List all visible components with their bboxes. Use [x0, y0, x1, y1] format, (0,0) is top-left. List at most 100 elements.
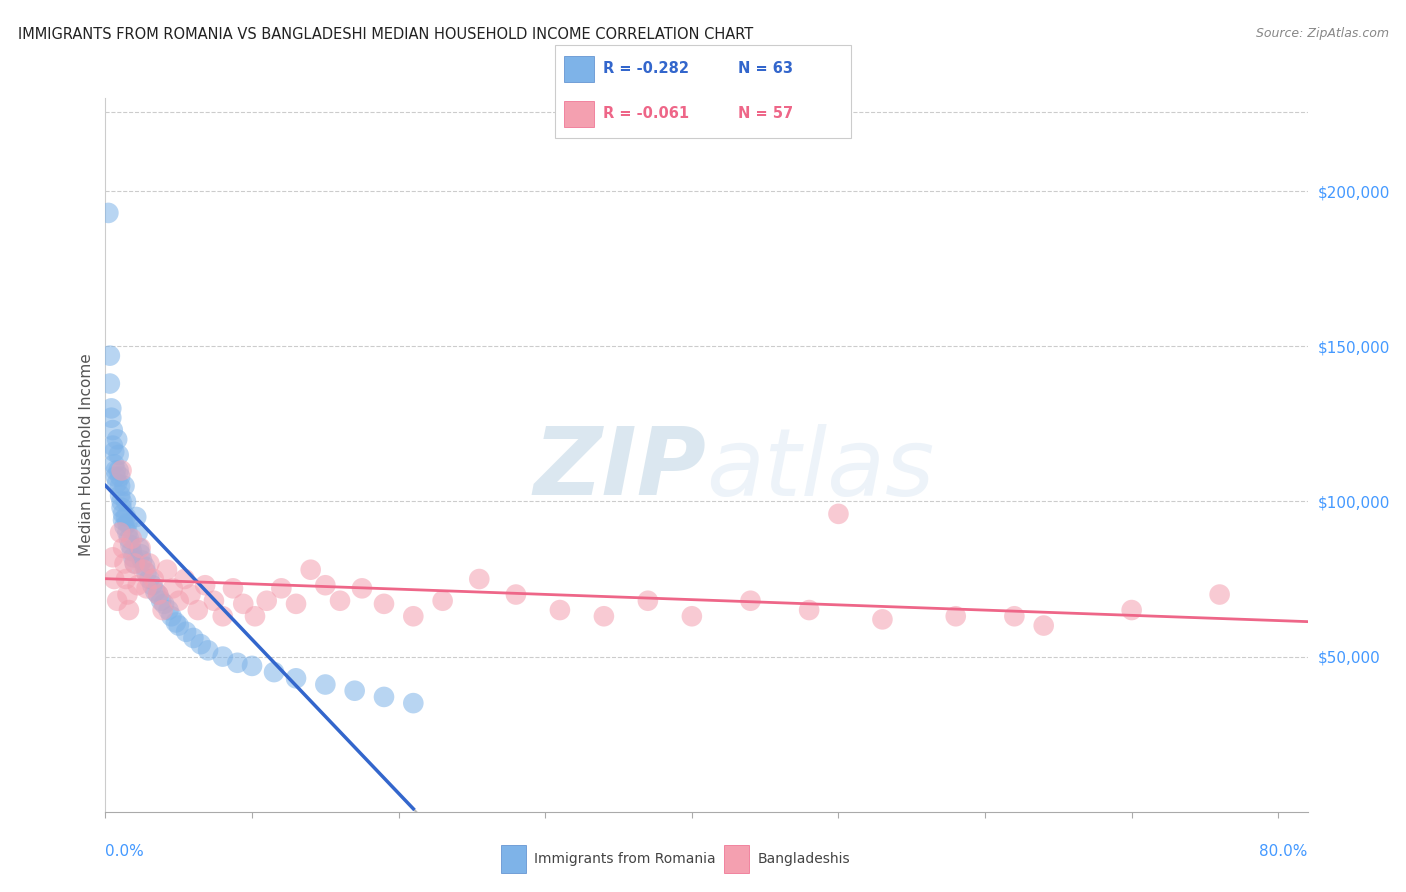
- Point: [1032, 618, 1054, 632]
- Point: [548, 603, 571, 617]
- Point: [101, 550, 124, 565]
- Point: [107, 463, 129, 477]
- Point: [135, 566, 157, 580]
- Point: [124, 557, 146, 571]
- Point: [1208, 588, 1230, 602]
- Point: [120, 538, 142, 552]
- Point: [505, 588, 527, 602]
- Text: Immigrants from Romania: Immigrants from Romania: [534, 852, 716, 865]
- Point: [129, 541, 152, 555]
- Text: 0.0%: 0.0%: [105, 845, 145, 859]
- Point: [105, 433, 128, 447]
- Text: 80.0%: 80.0%: [1260, 845, 1308, 859]
- Point: [256, 593, 278, 607]
- Point: [142, 572, 165, 586]
- Point: [827, 507, 849, 521]
- Point: [222, 582, 245, 596]
- Point: [110, 500, 132, 515]
- Text: ZIP: ZIP: [534, 423, 707, 516]
- Point: [243, 609, 266, 624]
- Point: [945, 609, 967, 624]
- Point: [160, 609, 183, 624]
- Point: [148, 588, 170, 602]
- Point: [314, 578, 336, 592]
- Point: [112, 507, 135, 521]
- Point: [124, 557, 146, 571]
- Point: [226, 656, 249, 670]
- Point: [797, 603, 820, 617]
- Point: [98, 349, 121, 363]
- Point: [98, 376, 121, 391]
- Point: [127, 578, 149, 592]
- Point: [270, 582, 292, 596]
- Text: N = 57: N = 57: [738, 106, 793, 121]
- Point: [285, 597, 308, 611]
- Point: [138, 557, 160, 571]
- Point: [108, 469, 131, 483]
- Point: [122, 550, 145, 565]
- Point: [143, 584, 166, 599]
- Text: R = -0.282: R = -0.282: [603, 62, 689, 77]
- Point: [373, 690, 395, 704]
- Point: [211, 649, 233, 664]
- Point: [134, 559, 156, 574]
- Point: [108, 488, 131, 502]
- Point: [432, 593, 454, 607]
- Point: [179, 588, 201, 602]
- FancyBboxPatch shape: [564, 56, 593, 82]
- Point: [128, 541, 150, 555]
- Point: [314, 677, 336, 691]
- Point: [105, 475, 128, 490]
- Point: [100, 401, 122, 416]
- Point: [115, 494, 138, 508]
- FancyBboxPatch shape: [564, 101, 593, 127]
- Point: [97, 206, 120, 220]
- Point: [373, 597, 395, 611]
- Text: IMMIGRANTS FROM ROMANIA VS BANGLADESHI MEDIAN HOUSEHOLD INCOME CORRELATION CHART: IMMIGRANTS FROM ROMANIA VS BANGLADESHI M…: [18, 27, 754, 42]
- Point: [174, 624, 197, 639]
- Point: [127, 525, 149, 540]
- Point: [468, 572, 491, 586]
- Point: [114, 557, 136, 571]
- Text: N = 63: N = 63: [738, 62, 793, 77]
- Point: [118, 532, 141, 546]
- Point: [190, 637, 212, 651]
- Point: [103, 572, 125, 586]
- Point: [232, 597, 254, 611]
- Point: [165, 615, 187, 630]
- Point: [187, 603, 209, 617]
- Point: [121, 544, 143, 558]
- Point: [112, 541, 135, 555]
- Text: Bangladeshis: Bangladeshis: [758, 852, 851, 865]
- Point: [101, 439, 124, 453]
- Point: [150, 593, 173, 607]
- Point: [153, 597, 176, 611]
- Point: [105, 593, 128, 607]
- Point: [118, 603, 141, 617]
- Text: R = -0.061: R = -0.061: [603, 106, 689, 121]
- Point: [343, 683, 366, 698]
- Point: [115, 510, 138, 524]
- Point: [263, 665, 285, 679]
- Point: [681, 609, 703, 624]
- Point: [156, 563, 179, 577]
- Point: [285, 671, 308, 685]
- Point: [117, 588, 139, 602]
- Point: [103, 457, 125, 471]
- Point: [329, 593, 352, 607]
- Text: atlas: atlas: [707, 424, 935, 515]
- Point: [402, 696, 425, 710]
- Point: [637, 593, 659, 607]
- FancyBboxPatch shape: [724, 845, 749, 872]
- Point: [108, 525, 131, 540]
- Point: [125, 510, 148, 524]
- Point: [183, 631, 205, 645]
- Y-axis label: Median Household Income: Median Household Income: [79, 353, 94, 557]
- Point: [157, 603, 180, 617]
- Point: [402, 609, 425, 624]
- Point: [194, 578, 217, 592]
- Point: [135, 582, 157, 596]
- Point: [103, 445, 125, 459]
- Point: [138, 572, 160, 586]
- Point: [114, 519, 136, 533]
